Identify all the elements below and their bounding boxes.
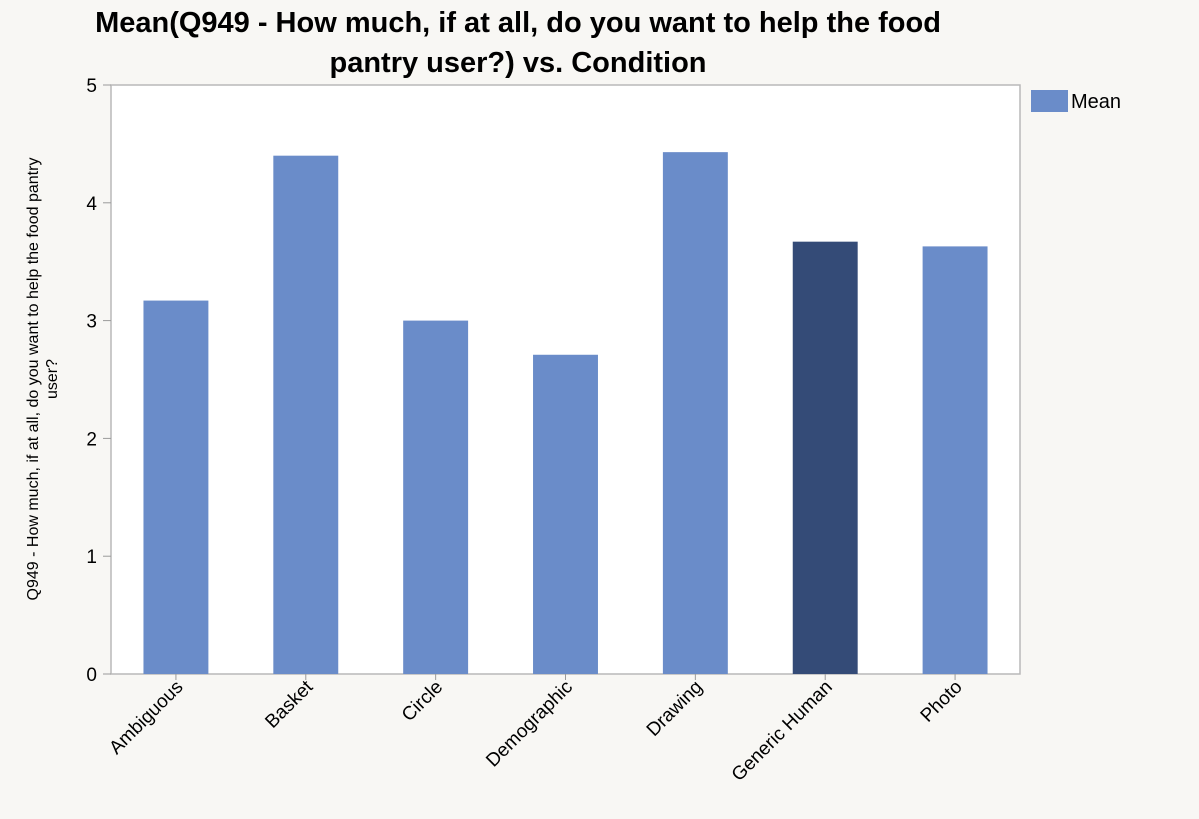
- y-tick-label: 0: [86, 665, 97, 686]
- x-tick-label: Photo: [917, 677, 967, 727]
- y-tick-label: 1: [86, 547, 97, 568]
- x-tick-label: Circle: [398, 677, 447, 726]
- x-tick-label: Demographic: [482, 677, 577, 772]
- x-tick-label: Basket: [261, 676, 317, 732]
- bar-generic-human[interactable]: [792, 241, 858, 674]
- x-tick-label: Generic Human: [728, 677, 837, 786]
- legend: Mean: [1031, 90, 1121, 113]
- y-axis: 0 1 2 3 4 5: [86, 76, 111, 686]
- y-tick-label: 2: [86, 429, 97, 450]
- bar-photo[interactable]: [922, 246, 988, 675]
- y-axis-label-line-1: Q949 - How much, if at all, do you want …: [25, 158, 42, 601]
- chart-title-line-1: Mean(Q949 - How much, if at all, do you …: [95, 7, 941, 39]
- x-axis: Ambiguous Basket Circle Demographic Drawing G…: [105, 674, 967, 786]
- y-tick-label: 5: [86, 76, 97, 97]
- x-tick-label: Ambiguous: [105, 677, 187, 759]
- chart-title-line-2: pantry user?) vs. Condition: [329, 47, 706, 79]
- legend-swatch-mean: [1031, 90, 1068, 112]
- bar-circle[interactable]: [403, 320, 469, 674]
- y-tick-label: 3: [86, 312, 97, 333]
- x-tick-label: Drawing: [643, 677, 707, 741]
- bar-drawing[interactable]: [662, 152, 728, 674]
- bars: [143, 152, 988, 675]
- legend-label-mean: Mean: [1071, 91, 1121, 113]
- y-axis-label-line-2: user?: [44, 359, 61, 399]
- y-tick-label: 4: [86, 194, 97, 215]
- bar-ambiguous[interactable]: [143, 300, 209, 674]
- bar-basket[interactable]: [273, 155, 339, 674]
- bar-demographic[interactable]: [533, 354, 598, 674]
